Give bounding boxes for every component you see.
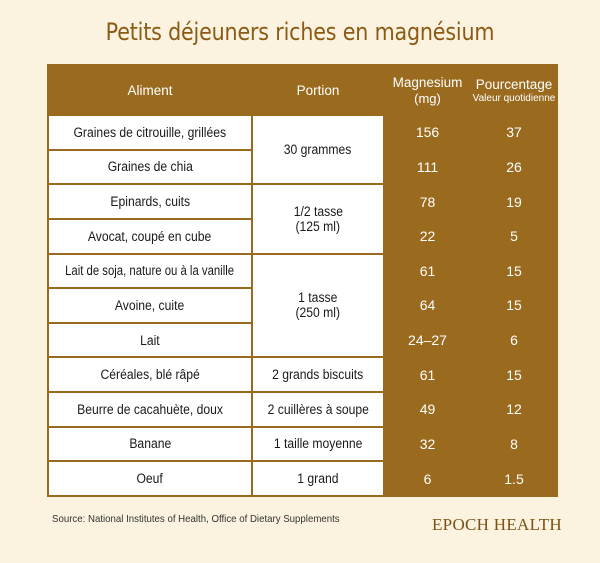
table-row: Avoine, cuite 64 15	[47, 287, 558, 324]
food-cell: Céréales, blé râpé	[47, 356, 253, 393]
brand-logo: EPOCH HEALTH	[432, 515, 563, 534]
percent-cell: 6	[470, 321, 558, 359]
header-percent: Pourcentage Valeur quotidienne	[470, 64, 558, 116]
portion-cell: 30 grammes	[251, 113, 385, 186]
food-cell: Avocat, coupé en cube	[47, 217, 253, 255]
portion-label: 30 grammes	[284, 142, 352, 158]
food-label: Banane	[129, 436, 171, 452]
percent-cell: 5	[470, 217, 558, 255]
table-row: Avocat, coupé en cube 22 5	[47, 217, 558, 255]
magnesium-cell: 61	[383, 252, 472, 290]
table-row: Graines de chia 111 26	[47, 148, 558, 186]
food-label: Beurre de cacahuète, doux	[77, 401, 223, 417]
magnesium-cell: 22	[383, 217, 472, 255]
food-label: Graines de chia	[107, 159, 193, 175]
table-row: Lait de soja, nature ou à la vanille 1 t…	[47, 252, 558, 359]
table-row: Oeuf 1 grand 6 1.5	[47, 460, 558, 497]
header-percent-label: Pourcentage	[475, 76, 553, 92]
portion-cell: 2 grands biscuits	[251, 356, 385, 393]
percent-cell: 26	[470, 148, 558, 186]
food-cell: Beurre de cacahuète, doux	[47, 391, 253, 428]
header-magnesium-unit: (mg)	[414, 90, 441, 106]
percent-cell: 19	[470, 183, 558, 220]
magnesium-cell: 64	[383, 287, 472, 324]
portion-label: 2 cuillères à soupe	[267, 401, 369, 417]
table-row: Banane 1 taille moyenne 32 8	[47, 425, 558, 463]
portion-label: 1 tasse	[298, 290, 338, 306]
header-magnesium: Magnesium (mg)	[383, 64, 472, 116]
header-portion: Portion	[251, 64, 385, 116]
food-label: Lait	[140, 332, 160, 348]
portion-cell: 2 cuillères à soupe	[251, 391, 385, 428]
portion-label: 1 grand	[297, 471, 339, 487]
magnesium-cell: 61	[383, 356, 472, 393]
magnesium-cell: 32	[383, 425, 472, 463]
magnesium-table: Aliment Portion Magnesium (mg) Pourcenta…	[47, 64, 558, 497]
magnesium-cell: 156	[383, 114, 472, 151]
header-percent-sub: Valeur quotidienne	[472, 92, 556, 104]
food-label: Oeuf	[136, 471, 164, 487]
percent-cell: 15	[470, 356, 558, 393]
source-note: Source: National Institutes of Health, O…	[52, 513, 340, 525]
table-row: Epinards, cuits 1/2 tasse (125 ml) 78 19	[47, 183, 558, 255]
food-label: Avoine, cuite	[115, 297, 185, 313]
magnesium-cell: 24–27	[383, 321, 472, 359]
food-label: Lait de soja, nature ou à la vanille	[65, 263, 235, 279]
percent-cell: 15	[470, 252, 558, 290]
table-row: Beurre de cacahuète, doux 2 cuillères à …	[47, 391, 558, 428]
portion-cell: 1/2 tasse (125 ml)	[251, 183, 385, 255]
table-row: Lait 24–27 6	[47, 321, 558, 359]
header-row: Aliment Portion Magnesium (mg) Pourcenta…	[47, 64, 558, 116]
table-row: Graines de citrouille, grillées 30 gramm…	[47, 113, 558, 186]
percent-cell: 8	[470, 425, 558, 463]
food-cell: Graines de chia	[47, 148, 253, 186]
percent-cell: 37	[470, 114, 558, 151]
table-row: Céréales, blé râpé 2 grands biscuits 61 …	[47, 356, 558, 393]
portion-label-line2: (125 ml)	[295, 218, 341, 234]
magnesium-cell: 78	[383, 183, 472, 220]
portion-label: 2 grands biscuits	[272, 367, 364, 383]
magnesium-cell: 111	[383, 148, 472, 186]
portion-cell: 1 taille moyenne	[251, 425, 385, 463]
header-food: Aliment	[47, 64, 253, 116]
percent-cell: 15	[470, 287, 558, 324]
portion-label: 1 taille moyenne	[273, 436, 363, 452]
food-cell: Graines de citrouille, grillées	[47, 114, 253, 151]
food-label: Epinards, cuits	[110, 194, 190, 210]
food-cell: Lait de soja, nature ou à la vanille	[47, 252, 253, 290]
portion-cell: 1 tasse (250 ml)	[251, 252, 385, 359]
food-cell: Lait	[47, 321, 253, 359]
food-cell: Oeuf	[47, 460, 253, 497]
portion-label: 1/2 tasse	[293, 203, 343, 219]
percent-cell: 12	[470, 391, 558, 428]
food-cell: Avoine, cuite	[47, 287, 253, 324]
food-label: Avocat, coupé en cube	[88, 228, 212, 244]
magnesium-cell: 6	[383, 460, 472, 497]
food-cell: Banane	[47, 425, 253, 463]
food-cell: Epinards, cuits	[47, 183, 253, 220]
food-label: Graines de citrouille, grillées	[73, 124, 227, 140]
portion-cell: 1 grand	[251, 460, 385, 497]
magnesium-cell: 49	[383, 391, 472, 428]
portion-label-line2: (250 ml)	[295, 305, 341, 321]
header-magnesium-label: Magnesium	[392, 74, 463, 90]
percent-cell: 1.5	[470, 460, 558, 497]
food-label: Céréales, blé râpé	[100, 367, 200, 383]
page-title: Petits déjeuners riches en magnésium	[105, 18, 495, 46]
